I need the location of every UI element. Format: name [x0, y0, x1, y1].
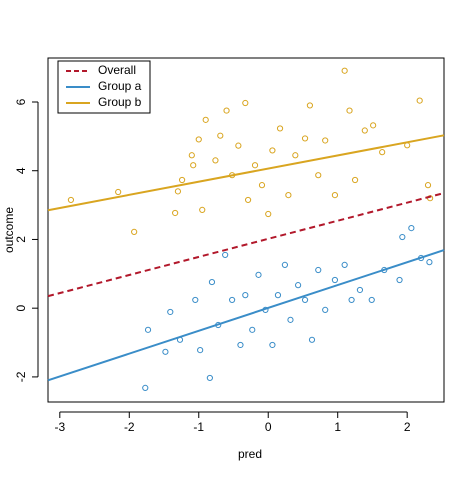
y-tick-label: -2 [14, 371, 28, 382]
point [235, 142, 242, 149]
y-axis-label: outcome [2, 207, 16, 253]
point [331, 276, 339, 284]
fit-line [47, 249, 445, 382]
point [237, 341, 244, 349]
point [306, 102, 314, 109]
point [399, 233, 406, 241]
point [408, 225, 415, 232]
point [199, 206, 206, 213]
point [202, 116, 209, 123]
point [348, 296, 355, 304]
point [167, 308, 174, 316]
point [217, 132, 224, 139]
point [269, 341, 276, 349]
point [346, 107, 353, 114]
point [244, 196, 252, 204]
x-tick-label: -3 [54, 420, 65, 434]
point [67, 196, 75, 204]
point [301, 296, 309, 304]
x-axis-label: pred [238, 447, 262, 461]
legend-label: Overall [98, 63, 136, 77]
point [195, 136, 202, 143]
point [174, 188, 182, 195]
y-tick-label: 6 [14, 98, 28, 105]
point [188, 152, 195, 159]
legend-label: Group a [98, 79, 142, 93]
y-tick-label: 2 [14, 236, 28, 243]
point [356, 286, 364, 294]
point [251, 162, 259, 169]
point [242, 99, 249, 107]
point [172, 209, 179, 217]
point [315, 172, 322, 179]
point [208, 278, 216, 286]
point [222, 251, 229, 259]
point [269, 147, 276, 154]
point [144, 326, 152, 333]
point [424, 182, 432, 189]
point [341, 261, 348, 268]
point [361, 127, 368, 134]
point [370, 122, 377, 129]
point [212, 157, 219, 164]
point [190, 162, 197, 169]
x-tick-label: -2 [124, 420, 135, 434]
point [142, 384, 149, 392]
point [206, 374, 213, 382]
point [258, 182, 266, 189]
point [416, 97, 423, 104]
point [368, 296, 375, 304]
point [331, 192, 339, 199]
point [301, 135, 309, 142]
y-tick-label: 0 [14, 305, 28, 312]
plot-box [47, 57, 445, 403]
point [396, 276, 403, 284]
fit-line [47, 192, 445, 298]
point [162, 348, 169, 355]
point [322, 306, 329, 314]
point [379, 149, 386, 156]
point [192, 296, 199, 304]
x-tick-label: 2 [404, 420, 411, 434]
point [131, 228, 138, 235]
point [223, 107, 230, 114]
point [351, 176, 359, 184]
point [315, 266, 322, 274]
point [229, 296, 236, 304]
x-tick-label: -1 [193, 420, 204, 434]
point [274, 292, 282, 299]
point [242, 292, 249, 299]
x-tick-label: 1 [334, 420, 341, 434]
point [249, 326, 256, 333]
legend-label: Group b [98, 95, 142, 109]
point [281, 261, 289, 268]
point [255, 271, 262, 278]
point [295, 282, 302, 289]
point [178, 176, 186, 184]
point [287, 316, 294, 323]
point [276, 125, 284, 132]
point [285, 192, 292, 199]
fit-line [47, 134, 445, 212]
y-tick-label: 4 [14, 167, 28, 174]
point [292, 152, 299, 159]
point [341, 67, 348, 74]
point [426, 259, 433, 266]
x-tick-label: 0 [265, 420, 272, 434]
point [308, 336, 316, 343]
point [322, 137, 329, 144]
point [197, 347, 204, 354]
point [265, 210, 272, 218]
point [115, 188, 122, 196]
